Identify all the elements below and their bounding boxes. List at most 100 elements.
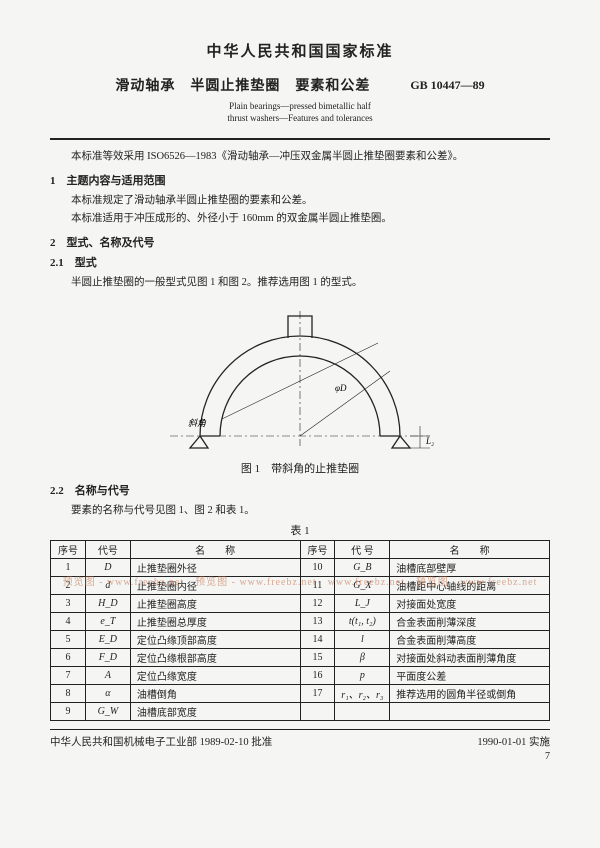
main-title: 中华人民共和国国家标准 [50, 40, 550, 61]
table-cell: 8 [51, 684, 86, 702]
subtitle-row: 滑动轴承 半圆止推垫圈 要素和公差 GB 10447—89 [50, 75, 550, 95]
th-name-r: 名 称 [390, 540, 550, 558]
table-cell [335, 702, 390, 720]
section21-title: 2.1 型式 [50, 254, 550, 270]
table-cell: r₁、r₂、r₃ [335, 684, 390, 702]
table-cell: 16 [300, 666, 335, 684]
table-cell: 油槽底部壁厚 [390, 558, 550, 576]
s1-p1: 本标准规定了滑动轴承半圆止推垫圈的要素和公差。 [50, 192, 550, 210]
table-cell: 定位凸缘宽度 [130, 666, 300, 684]
sub-title: 滑动轴承 半圆止推垫圈 要素和公差 [115, 75, 370, 95]
label-phid: φD [335, 383, 347, 393]
table-row: 4e_T止推垫圈总厚度13t(t₁, t₂)合金表面削薄深度 [51, 612, 550, 630]
label-l: L₂ [425, 436, 434, 446]
table-cell: 合金表面削薄高度 [390, 630, 550, 648]
table-cell: 止推垫圈内径 [130, 576, 300, 594]
section2-title: 2 型式、名称及代号 [50, 234, 550, 250]
table-row: 3H_D止推垫圈高度12L_J对接面处宽度 [51, 594, 550, 612]
th-seq-l: 序号 [51, 540, 86, 558]
table-cell: G_W [85, 702, 130, 720]
section22-title: 2.2 名称与代号 [50, 482, 550, 498]
table-cell: L_J [335, 594, 390, 612]
th-seq-r: 序号 [300, 540, 335, 558]
table-cell: E_D [85, 630, 130, 648]
table-cell: 油槽距中心轴线的距离 [390, 576, 550, 594]
en-line2: thrust washers—Features and tolerances [50, 113, 550, 125]
table-cell: 2 [51, 576, 86, 594]
table-cell: 止推垫圈总厚度 [130, 612, 300, 630]
table-cell: 7 [51, 666, 86, 684]
table-cell: p [335, 666, 390, 684]
table1-caption: 表 1 [50, 522, 550, 538]
s21-p: 半圆止推垫圈的一般型式见图 1 和图 2。推荐选用图 1 的型式。 [50, 274, 550, 292]
table-row: 1D止推垫圈外径10G_B油槽底部壁厚 [51, 558, 550, 576]
table-cell: 推荐选用的圆角半径或倒角 [390, 684, 550, 702]
table-cell: 12 [300, 594, 335, 612]
table-cell: 定位凸缘根部高度 [130, 648, 300, 666]
page-number: 7 [50, 751, 550, 762]
table-cell: 3 [51, 594, 86, 612]
table-cell: β [335, 648, 390, 666]
table-cell: t(t₁, t₂) [335, 612, 390, 630]
footer-left: 中华人民共和国机械电子工业部 1989-02-10 批准 [50, 734, 272, 749]
intro-text: 本标准等效采用 ISO6526—1983《滑动轴承—冲压双金属半圆止推垫圈要素和… [50, 148, 550, 166]
th-name-l: 名 称 [130, 540, 300, 558]
table-cell: 定位凸缘顶部高度 [130, 630, 300, 648]
en-line1: Plain bearings—pressed bimetallic half [50, 101, 550, 113]
table-cell [390, 702, 550, 720]
figure1-caption: 图 1 带斜角的止推垫圈 [50, 460, 550, 476]
gb-code: GB 10447—89 [410, 78, 484, 93]
table-cell: 15 [300, 648, 335, 666]
table-cell: 5 [51, 630, 86, 648]
section1-title: 1 主题内容与适用范围 [50, 172, 550, 188]
table-cell: 油槽倒角 [130, 684, 300, 702]
footer: 中华人民共和国机械电子工业部 1989-02-10 批准 1990-01-01 … [50, 729, 550, 749]
th-code-r: 代 号 [335, 540, 390, 558]
footer-right: 1990-01-01 实施 [477, 734, 550, 749]
label-xijiao: 斜角 [188, 418, 207, 428]
table-cell: l [335, 630, 390, 648]
table-cell: 13 [300, 612, 335, 630]
table-cell: G_B [335, 558, 390, 576]
table-cell: 17 [300, 684, 335, 702]
table-cell: 4 [51, 612, 86, 630]
table-cell: F_D [85, 648, 130, 666]
table-row: 2d止推垫圈内径11G_X油槽距中心轴线的距离 [51, 576, 550, 594]
table-cell: A [85, 666, 130, 684]
document-header: 中华人民共和国国家标准 滑动轴承 半圆止推垫圈 要素和公差 GB 10447—8… [50, 40, 550, 124]
table-cell: 11 [300, 576, 335, 594]
table-cell: G_X [335, 576, 390, 594]
table-cell: α [85, 684, 130, 702]
table-header-row: 序号 代号 名 称 序号 代 号 名 称 [51, 540, 550, 558]
table-row: 8α油槽倒角17r₁、r₂、r₃推荐选用的圆角半径或倒角 [51, 684, 550, 702]
table-cell: 对接面处斜动表面削薄角度 [390, 648, 550, 666]
s22-p: 要素的名称与代号见图 1、图 2 和表 1。 [50, 502, 550, 520]
table-row: 7A定位凸缘宽度16p平面度公差 [51, 666, 550, 684]
table-row: 5E_D定位凸缘顶部高度14l合金表面削薄高度 [51, 630, 550, 648]
table-cell: 对接面处宽度 [390, 594, 550, 612]
table-cell: 止推垫圈外径 [130, 558, 300, 576]
table-cell: D [85, 558, 130, 576]
table-row: 9G_W油槽底部宽度 [51, 702, 550, 720]
table-cell: 14 [300, 630, 335, 648]
table-cell: d [85, 576, 130, 594]
table-cell: 平面度公差 [390, 666, 550, 684]
th-code-l: 代号 [85, 540, 130, 558]
divider-top [50, 138, 550, 140]
table-cell: 合金表面削薄深度 [390, 612, 550, 630]
table-cell: 止推垫圈高度 [130, 594, 300, 612]
table-cell: 10 [300, 558, 335, 576]
table-row: 6F_D定位凸缘根部高度15β对接面处斜动表面削薄角度 [51, 648, 550, 666]
table-cell: 9 [51, 702, 86, 720]
table-cell: H_D [85, 594, 130, 612]
table-1: 序号 代号 名 称 序号 代 号 名 称 1D止推垫圈外径10G_B油槽底部壁厚… [50, 540, 550, 721]
figure-1-diagram: 斜角 φD L₂ [130, 296, 470, 456]
s1-p2: 本标准适用于冲压成形的、外径小于 160mm 的双金属半圆止推垫圈。 [50, 210, 550, 228]
table-cell: e_T [85, 612, 130, 630]
english-title: Plain bearings—pressed bimetallic half t… [50, 101, 550, 124]
table-cell [300, 702, 335, 720]
table-body: 1D止推垫圈外径10G_B油槽底部壁厚2d止推垫圈内径11G_X油槽距中心轴线的… [51, 558, 550, 720]
table-cell: 油槽底部宽度 [130, 702, 300, 720]
table-cell: 6 [51, 648, 86, 666]
table-cell: 1 [51, 558, 86, 576]
